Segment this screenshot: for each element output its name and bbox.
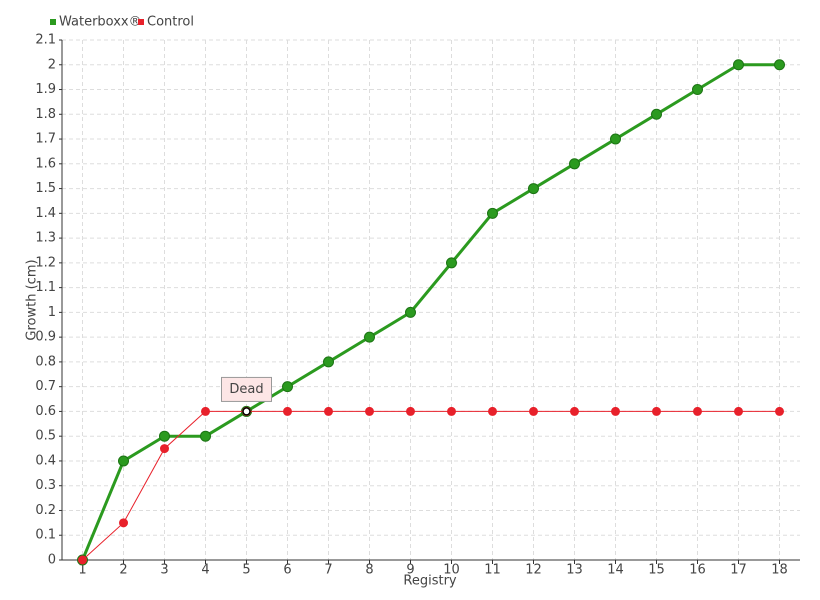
y-tick-label: 0.5: [35, 429, 56, 444]
data-point: [611, 406, 620, 416]
x-tick-label: 6: [283, 563, 291, 578]
x-tick-label: 2: [119, 563, 127, 578]
data-point: [324, 406, 333, 416]
y-tick-label: 0.1: [35, 528, 56, 543]
data-point: [569, 158, 580, 170]
x-axis-label: Registry: [403, 574, 457, 589]
legend-label: Waterboxx®: [59, 15, 142, 30]
data-point: [119, 518, 128, 528]
y-tick-label: 1.7: [35, 132, 56, 147]
x-tick-label: 10: [443, 563, 460, 578]
y-tick-label: 1.1: [35, 280, 56, 295]
y-tick-label: 2.1: [35, 33, 56, 48]
data-point: [733, 59, 744, 71]
legend-swatch: [138, 19, 144, 25]
data-point: [488, 406, 497, 416]
data-point: [200, 430, 211, 442]
y-tick-label: 2: [48, 57, 56, 72]
data-point: [610, 133, 621, 145]
y-axis-label: Growth (cm): [25, 259, 40, 340]
data-point: [528, 183, 539, 195]
x-tick-label: 18: [771, 563, 788, 578]
x-tick-label: 7: [324, 563, 332, 578]
data-point: [447, 406, 456, 416]
y-tick-label: 0.3: [35, 478, 56, 493]
data-point: [282, 381, 293, 393]
annotation-box: [221, 376, 272, 402]
y-tick-label: 0.7: [35, 379, 56, 394]
data-point: [446, 257, 457, 269]
x-tick-label: 14: [607, 563, 624, 578]
data-point: [406, 406, 415, 416]
y-tick-label: 0.2: [35, 503, 56, 518]
y-tick-label: 0.9: [35, 330, 56, 345]
data-point: [734, 406, 743, 416]
x-tick-label: 17: [730, 563, 747, 578]
data-point: [693, 406, 702, 416]
legend-swatch: [50, 19, 56, 25]
y-tick-label: 0.6: [35, 404, 56, 419]
y-tick-label: 1.2: [35, 255, 56, 270]
data-point: [364, 331, 375, 343]
x-tick-label: 16: [689, 563, 706, 578]
x-tick-label: 5: [242, 563, 250, 578]
y-tick-label: 1.5: [35, 181, 56, 196]
y-tick-label: 1.4: [35, 206, 56, 221]
data-point: [570, 406, 579, 416]
x-tick-label: 11: [484, 563, 501, 578]
data-point: [283, 406, 292, 416]
y-tick-label: 1.8: [35, 107, 56, 122]
data-point: [529, 406, 538, 416]
y-tick-label: 1.6: [35, 156, 56, 171]
legend-label: Control: [147, 15, 194, 30]
x-tick-label: 8: [365, 563, 373, 578]
data-point: [160, 444, 169, 454]
data-point: [774, 59, 785, 71]
x-tick-label: 3: [160, 563, 168, 578]
y-tick-label: 1: [48, 305, 56, 320]
y-tick-label: 0.8: [35, 354, 56, 369]
data-point: [118, 455, 129, 467]
data-point: [775, 406, 784, 416]
annotation-marker: [242, 407, 251, 416]
x-tick-label: 1: [78, 563, 86, 578]
data-point: [323, 356, 334, 368]
series-line: [81, 63, 780, 561]
x-tick-label: 12: [525, 563, 542, 578]
y-tick-label: 1.9: [35, 82, 56, 97]
y-tick-label: 1.3: [35, 231, 56, 246]
x-tick-label: 4: [201, 563, 209, 578]
data-point: [652, 406, 661, 416]
x-tick-label: 15: [648, 563, 665, 578]
x-tick-label: 13: [566, 563, 583, 578]
series-line: [82, 410, 780, 561]
data-point: [487, 207, 498, 219]
x-tick-label: 9: [406, 563, 414, 578]
data-point: [78, 555, 87, 565]
data-point: [405, 306, 416, 318]
data-point: [365, 406, 374, 416]
y-tick-label: 0.4: [35, 453, 56, 468]
data-point: [159, 430, 170, 442]
data-point: [201, 406, 210, 416]
y-tick-label: 0: [48, 553, 56, 568]
data-point: [651, 108, 662, 120]
data-point: [692, 84, 703, 96]
annotation-text: Dead: [229, 382, 263, 397]
